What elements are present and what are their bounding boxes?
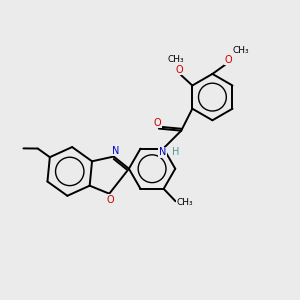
Text: O: O — [154, 118, 161, 128]
Text: O: O — [176, 65, 183, 75]
Text: N: N — [159, 147, 166, 158]
Text: O: O — [225, 55, 232, 64]
Text: CH₃: CH₃ — [232, 46, 249, 55]
Text: O: O — [107, 195, 115, 205]
Text: N: N — [112, 146, 119, 156]
Text: H: H — [172, 147, 179, 158]
Text: CH₃: CH₃ — [177, 198, 194, 207]
Text: CH₃: CH₃ — [167, 55, 184, 64]
